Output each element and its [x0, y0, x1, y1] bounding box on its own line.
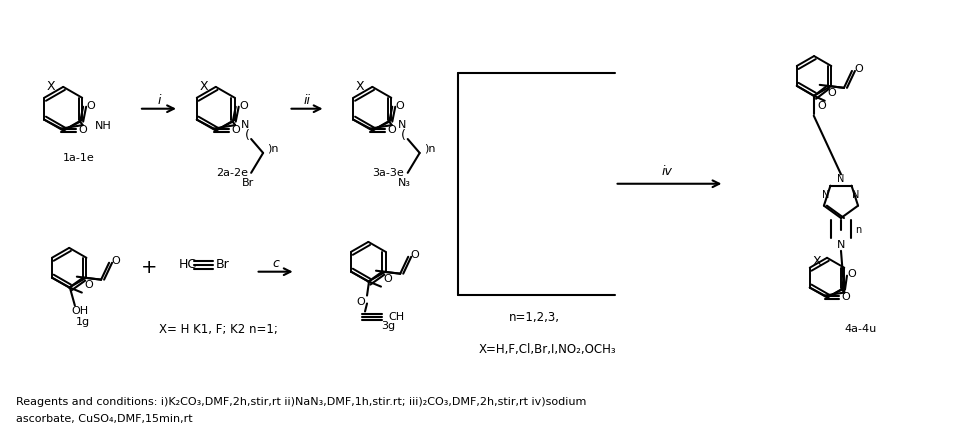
- Text: O: O: [854, 64, 863, 74]
- Text: n: n: [855, 225, 861, 235]
- Text: X: X: [200, 80, 208, 93]
- Text: N: N: [852, 190, 860, 200]
- Text: N: N: [242, 120, 249, 130]
- Text: O: O: [388, 124, 396, 135]
- Text: 1g: 1g: [76, 318, 91, 327]
- Text: X: X: [812, 255, 821, 268]
- Text: N: N: [397, 120, 406, 130]
- Text: O: O: [112, 256, 121, 266]
- Text: O: O: [87, 101, 95, 111]
- Text: O: O: [356, 297, 365, 306]
- Text: O: O: [817, 101, 826, 111]
- Text: (: (: [244, 128, 249, 141]
- Text: ascorbate, CuSO₄,DMF,15min,rt: ascorbate, CuSO₄,DMF,15min,rt: [17, 414, 193, 424]
- Text: c: c: [272, 257, 279, 270]
- Text: 2a-2e: 2a-2e: [215, 168, 247, 178]
- Text: O: O: [395, 101, 404, 111]
- Text: X: X: [356, 80, 364, 93]
- Text: O: O: [231, 124, 240, 135]
- Text: 3g: 3g: [381, 322, 395, 331]
- Text: 3a-3e: 3a-3e: [372, 168, 404, 178]
- Text: (: (: [401, 128, 406, 141]
- Text: )n: )n: [424, 144, 435, 154]
- Text: i: i: [157, 94, 161, 107]
- Text: NH: NH: [94, 121, 111, 131]
- Text: X=H,F,Cl,Br,I,NO₂,OCH₃: X=H,F,Cl,Br,I,NO₂,OCH₃: [479, 343, 617, 356]
- Text: Br: Br: [216, 258, 230, 271]
- Text: N: N: [838, 174, 844, 184]
- Text: O: O: [411, 250, 420, 260]
- Text: Reagents and conditions: i)K₂CO₃,DMF,2h,stir,rt ii)NaN₃,DMF,1h,stir.rt; iii)₂CO₃: Reagents and conditions: i)K₂CO₃,DMF,2h,…: [17, 397, 586, 407]
- Text: ii: ii: [304, 94, 311, 107]
- Text: 4a-4u: 4a-4u: [844, 324, 877, 334]
- Text: O: O: [85, 280, 94, 289]
- Text: 1a-1e: 1a-1e: [63, 153, 95, 163]
- Text: Br: Br: [242, 178, 254, 188]
- Text: N: N: [822, 190, 830, 200]
- Text: O: O: [384, 274, 393, 284]
- Text: n=1,2,3,: n=1,2,3,: [509, 311, 560, 324]
- Text: O: O: [842, 292, 850, 301]
- Text: HC: HC: [179, 258, 197, 271]
- Text: X: X: [47, 80, 56, 93]
- Text: iv: iv: [662, 165, 673, 178]
- Text: N: N: [837, 240, 845, 250]
- Text: N₃: N₃: [398, 178, 411, 188]
- Text: )n: )n: [267, 144, 279, 154]
- Text: O: O: [827, 88, 836, 98]
- Text: O: O: [240, 101, 248, 111]
- Text: OH: OH: [71, 306, 89, 317]
- Text: +: +: [140, 258, 157, 277]
- Text: CH: CH: [388, 312, 404, 322]
- Text: O: O: [847, 268, 856, 279]
- Text: O: O: [79, 124, 88, 135]
- Text: X= H K1, F; K2 n=1;: X= H K1, F; K2 n=1;: [160, 323, 279, 336]
